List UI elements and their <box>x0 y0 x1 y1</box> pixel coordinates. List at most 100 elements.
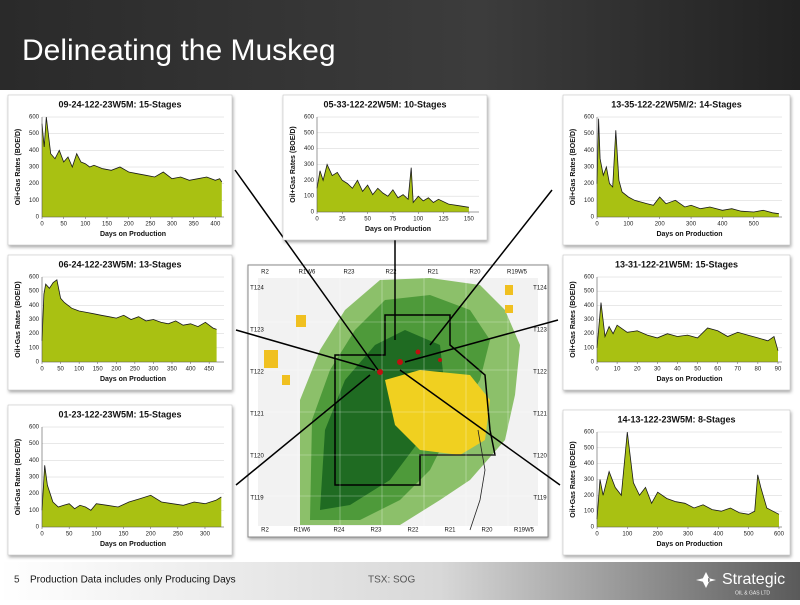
chart-panel: 05-33-122-22W5M: 10-Stages 0 100 200 300 400 5… <box>282 94 488 241</box>
logo: Strategic OIL & GAS LTD <box>696 571 785 596</box>
y-tick-label: 400 <box>304 146 315 152</box>
chart-panel: 14-13-122-23W5M: 8-Stages 0 100 200 300 400 50… <box>562 409 791 556</box>
x-tick-label: 0 <box>315 217 319 223</box>
y-tick-label: 600 <box>29 275 40 281</box>
x-tick-label: 200 <box>111 367 122 373</box>
y-tick-label: 600 <box>304 115 315 121</box>
x-tick-label: 50 <box>364 217 371 223</box>
y-tick-label: 300 <box>584 165 595 171</box>
y-tick-label: 500 <box>29 441 40 447</box>
arrows <box>234 169 561 486</box>
y-tick-label: 400 <box>584 461 595 467</box>
x-tick-label: 400 <box>713 532 724 538</box>
map-label: R2 <box>261 270 269 276</box>
chart-title: 05-33-122-22W5M: 10-Stages <box>323 99 446 109</box>
x-tick-label: 100 <box>413 217 424 223</box>
y-tick-label: 500 <box>304 130 315 136</box>
slide-title: Delineating the Muskeg <box>22 34 336 67</box>
x-tick-label: 600 <box>774 532 785 538</box>
x-tick-label: 300 <box>686 222 697 228</box>
x-tick-label: 300 <box>683 532 694 538</box>
x-tick-label: 50 <box>66 532 73 538</box>
y-axis-label: Oil+Gas Rates (BOE/D) <box>570 441 577 517</box>
map-label: T120 <box>533 454 547 460</box>
x-tick-label: 200 <box>653 532 664 538</box>
line <box>41 279 217 341</box>
line <box>41 116 223 183</box>
x-tick-label: 100 <box>80 222 91 228</box>
line <box>596 431 780 520</box>
x-tick-label: 400 <box>717 222 728 228</box>
x-axis-label: Days on Production <box>100 231 166 238</box>
y-tick-label: 100 <box>29 508 40 514</box>
y-tick-label: 400 <box>584 148 595 154</box>
x-tick-label: 300 <box>200 532 211 538</box>
y-tick-label: 200 <box>29 491 40 497</box>
x-tick-label: 250 <box>173 532 184 538</box>
area <box>597 118 779 217</box>
chart-panel: 09-24-122-23W5M: 15-Stages 0 100 200 300 400 5… <box>7 94 233 246</box>
y-tick-label: 0 <box>36 215 40 221</box>
map-label: R1W6 <box>299 270 316 276</box>
y-tick-label: 300 <box>584 477 595 483</box>
x-tick-label: 250 <box>130 367 141 373</box>
charts: 09-24-122-23W5M: 15-Stages01002003004005… <box>7 94 791 556</box>
y-tick-label: 0 <box>36 525 40 531</box>
y-tick-label: 400 <box>29 303 40 309</box>
chart-title: 09-24-122-23W5M: 15-Stages <box>58 99 181 109</box>
chart-panel: 13-31-122-21W5M: 15-Stages01002003004005… <box>562 254 791 391</box>
area <box>597 432 779 527</box>
y-tick-label: 500 <box>584 445 595 451</box>
map-label: T119 <box>250 496 264 502</box>
x-tick-label: 70 <box>734 367 741 373</box>
y-tick-label: 600 <box>584 430 595 436</box>
x-axis-label: Days on Production <box>656 231 722 238</box>
map-label: T124 <box>533 286 547 292</box>
x-tick-label: 0 <box>40 222 44 228</box>
y-tick-label: 100 <box>584 345 595 351</box>
map-label: R1W6 <box>294 528 311 534</box>
y-tick-label: 200 <box>29 181 40 187</box>
x-tick-label: 125 <box>439 217 450 223</box>
x-axis-label: Days on Production <box>656 376 722 383</box>
ticker: TSX: SOG <box>368 575 415 586</box>
x-tick-label: 10 <box>614 367 621 373</box>
y-tick-label: 100 <box>29 345 40 351</box>
x-tick-label: 100 <box>623 222 634 228</box>
x-tick-label: 300 <box>167 222 178 228</box>
map-label: T122 <box>250 370 264 376</box>
x-tick-label: 90 <box>775 367 782 373</box>
chart-panel: 06-24-122-23W5M: 13-Stages 0 100 200 300 400 5… <box>7 254 233 391</box>
map-label: T123 <box>533 328 547 334</box>
y-tick-label: 500 <box>584 131 595 137</box>
x-axis-label: Days on Production <box>656 541 722 548</box>
line <box>316 163 469 208</box>
y-tick-label: 500 <box>29 131 40 137</box>
map-label: T120 <box>250 454 264 460</box>
logo-mark <box>696 572 716 588</box>
footnote: Production Data includes only Producing … <box>30 575 236 586</box>
x-tick-label: 30 <box>654 367 661 373</box>
chart-title: 14-13-122-23W5M: 8-Stages <box>617 414 735 424</box>
x-tick-label: 400 <box>210 222 221 228</box>
map-wells <box>377 349 442 375</box>
map-label: R23 <box>370 528 382 534</box>
map-label: R22 <box>407 528 419 534</box>
map-label: R20 <box>469 270 481 276</box>
y-tick-label: 400 <box>29 458 40 464</box>
y-tick-label: 300 <box>29 165 40 171</box>
x-tick-label: 100 <box>74 367 85 373</box>
x-tick-label: 200 <box>655 222 666 228</box>
x-axis-label: Days on Production <box>100 541 166 548</box>
y-axis-label: Oil+Gas Rates (BOE/D) <box>570 281 577 357</box>
map-label: R23 <box>343 270 355 276</box>
map-road <box>469 429 486 531</box>
header-band <box>0 0 800 90</box>
map: R2 R1W6 R23 R22 R21 R20 R19W5 R2 R1W6 R24 R23 R22 R2… <box>247 264 549 538</box>
y-tick-label: 100 <box>29 198 40 204</box>
map-label: T121 <box>533 412 547 418</box>
x-tick-label: 150 <box>464 217 475 223</box>
x-tick-label: 0 <box>40 532 44 538</box>
map-label: R2 <box>261 528 269 534</box>
x-axis-label: Days on Production <box>365 226 431 233</box>
